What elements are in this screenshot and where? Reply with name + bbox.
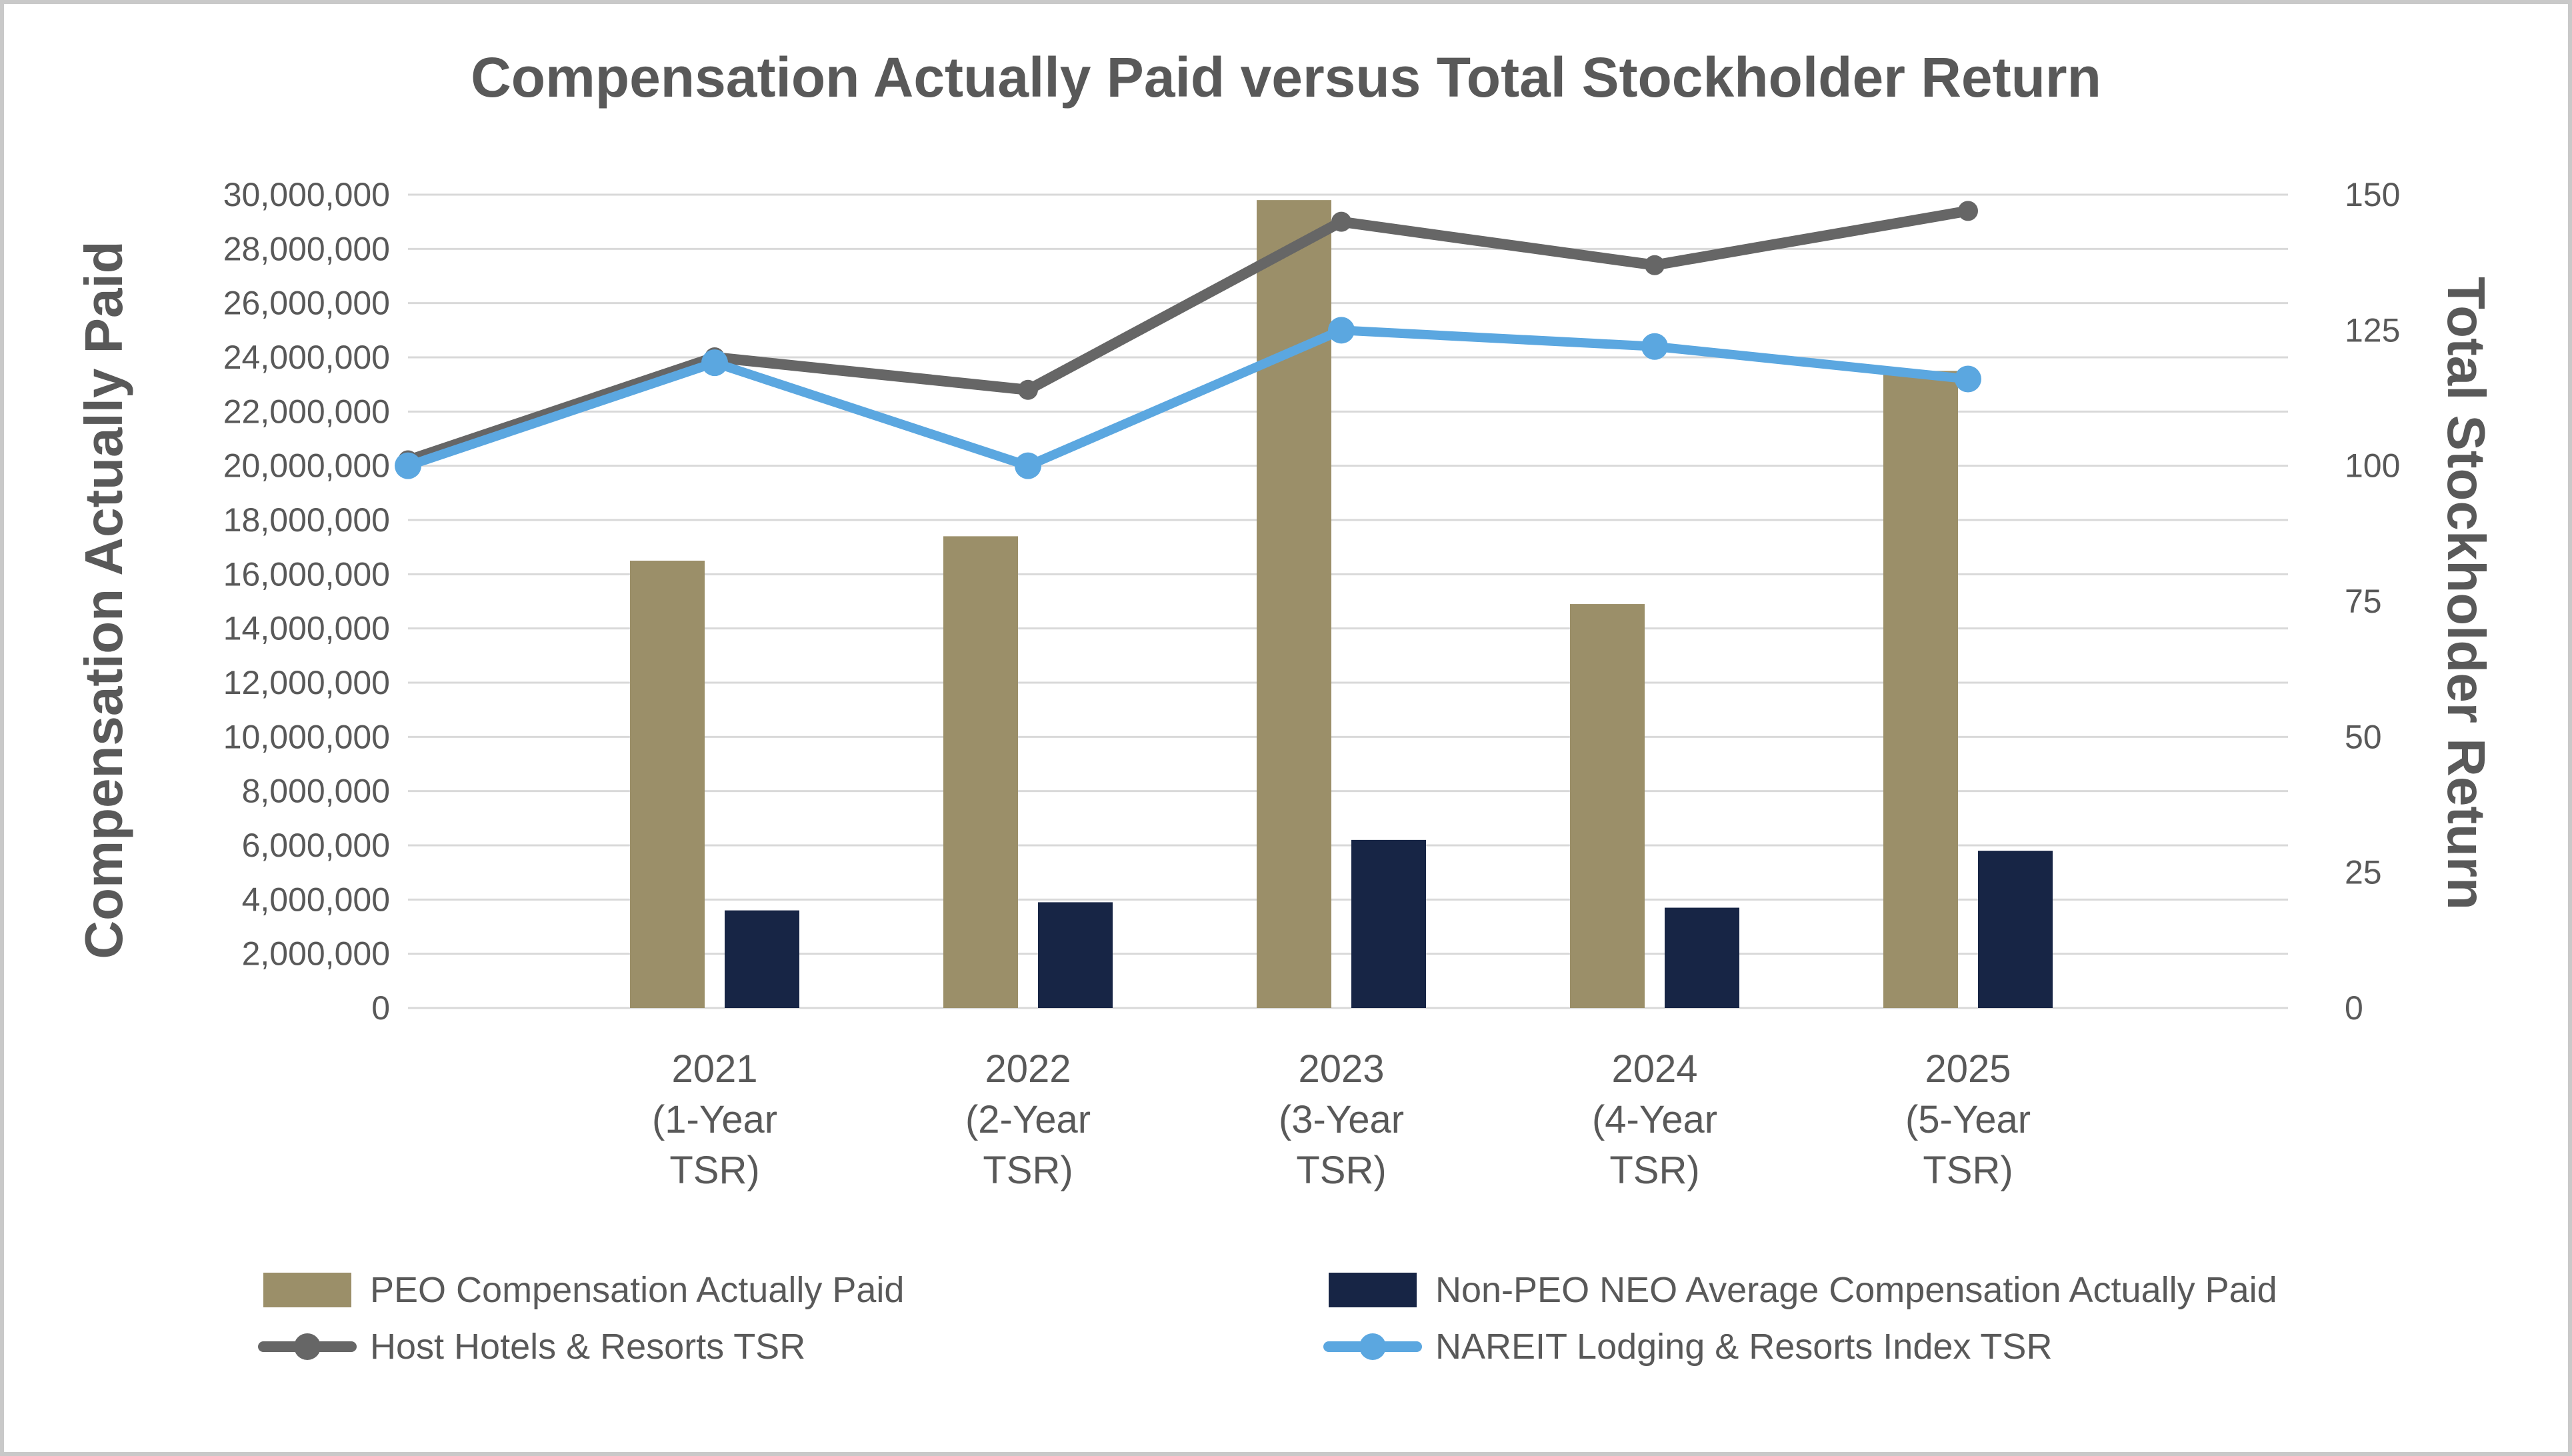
right-tick-label: 0 bbox=[2345, 989, 2363, 1027]
left-axis-ticks: 0 2,000,000 4,000,000 6,000,000 8,000,000 10,… bbox=[223, 176, 390, 1027]
legend-nareit-label: NAREIT Lodging & Resorts Index TSR bbox=[1435, 1327, 2052, 1367]
right-tick-label: 50 bbox=[2345, 718, 2382, 755]
nareit-tsr-point bbox=[1015, 452, 1041, 479]
bars bbox=[630, 200, 2053, 1009]
right-tick-label: 125 bbox=[2345, 311, 2400, 349]
right-tick-label: 25 bbox=[2345, 854, 2382, 891]
peo-bar bbox=[1257, 200, 1331, 1009]
host-tsr-point bbox=[1018, 379, 1038, 400]
left-tick-label: 24,000,000 bbox=[223, 339, 390, 376]
peo-bar bbox=[1883, 371, 1958, 1008]
left-axis-title: Compensation Actually Paid bbox=[74, 241, 133, 959]
left-tick-label: 8,000,000 bbox=[242, 773, 390, 810]
non-peo-bar bbox=[725, 910, 799, 1008]
left-tick-label: 6,000,000 bbox=[242, 827, 390, 864]
non-peo-bar bbox=[1038, 902, 1113, 1008]
left-tick-label: 18,000,000 bbox=[223, 501, 390, 539]
nareit-tsr-point bbox=[1955, 365, 1981, 393]
left-tick-label: 14,000,000 bbox=[223, 610, 390, 647]
x-tick-label: 2021 (1-Year TSR) bbox=[652, 1047, 777, 1192]
left-tick-label: 4,000,000 bbox=[242, 881, 390, 918]
non-peo-bar bbox=[1665, 907, 1739, 1008]
right-axis-ticks: 0 25 50 75 100 125 150 bbox=[2345, 176, 2400, 1027]
nareit-tsr-point bbox=[395, 452, 421, 479]
right-tick-label: 100 bbox=[2345, 447, 2400, 485]
left-tick-label: 10,000,000 bbox=[223, 718, 390, 755]
peo-bar bbox=[943, 536, 1018, 1008]
host-tsr-point bbox=[1331, 211, 1351, 232]
left-tick-label: 28,000,000 bbox=[223, 230, 390, 267]
right-tick-label: 150 bbox=[2345, 176, 2400, 213]
x-tick-label: 2024 (4-Year TSR) bbox=[1592, 1047, 1717, 1192]
legend-peo-label: PEO Compensation Actually Paid bbox=[370, 1270, 904, 1310]
nareit-tsr-line bbox=[403, 325, 1973, 471]
legend-peo-swatch bbox=[263, 1273, 351, 1307]
chart-title: Compensation Actually Paid versus Total … bbox=[471, 46, 2101, 109]
legend-host-marker bbox=[294, 1333, 321, 1360]
non-peo-bar bbox=[1978, 851, 2053, 1008]
left-tick-label: 0 bbox=[371, 989, 390, 1027]
peo-bar bbox=[1570, 604, 1645, 1008]
nareit-tsr-point bbox=[1328, 317, 1355, 344]
legend-host-label: Host Hotels & Resorts TSR bbox=[370, 1327, 805, 1367]
left-tick-label: 26,000,000 bbox=[223, 285, 390, 322]
x-tick-label: 2023 (3-Year TSR) bbox=[1279, 1047, 1404, 1192]
host-tsr-point bbox=[1645, 255, 1665, 275]
nareit-tsr-point bbox=[1641, 333, 1668, 360]
non-peo-bar bbox=[1351, 839, 1426, 1008]
right-tick-label: 75 bbox=[2345, 583, 2382, 620]
nareit-tsr-point bbox=[701, 349, 728, 377]
left-tick-label: 16,000,000 bbox=[223, 555, 390, 593]
host-tsr-point bbox=[1958, 201, 1978, 221]
legend-nareit-marker bbox=[1359, 1333, 1386, 1360]
left-tick-label: 30,000,000 bbox=[223, 176, 390, 213]
lines bbox=[395, 201, 1981, 479]
peo-bar bbox=[630, 561, 705, 1008]
left-tick-label: 20,000,000 bbox=[223, 447, 390, 485]
x-tick-label: 2022 (2-Year TSR) bbox=[965, 1047, 1091, 1192]
x-tick-label: 2025 (5-Year TSR) bbox=[1905, 1047, 2031, 1192]
right-axis-title: Total Stockholder Return bbox=[2437, 277, 2496, 910]
legend: PEO Compensation Actually Paid Non-PEO NE… bbox=[258, 1270, 2277, 1367]
x-axis-ticks: 2021 (1-Year TSR) 2022 (2-Year TSR) 2023 (3-Yea… bbox=[652, 1047, 2031, 1192]
left-tick-label: 22,000,000 bbox=[223, 393, 390, 430]
left-tick-label: 2,000,000 bbox=[242, 935, 390, 973]
legend-non-peo-swatch bbox=[1329, 1273, 1417, 1307]
legend-non-peo-label: Non-PEO NEO Average Compensation Actuall… bbox=[1435, 1270, 2277, 1310]
host-tsr-line bbox=[403, 205, 1973, 466]
left-tick-label: 12,000,000 bbox=[223, 664, 390, 701]
